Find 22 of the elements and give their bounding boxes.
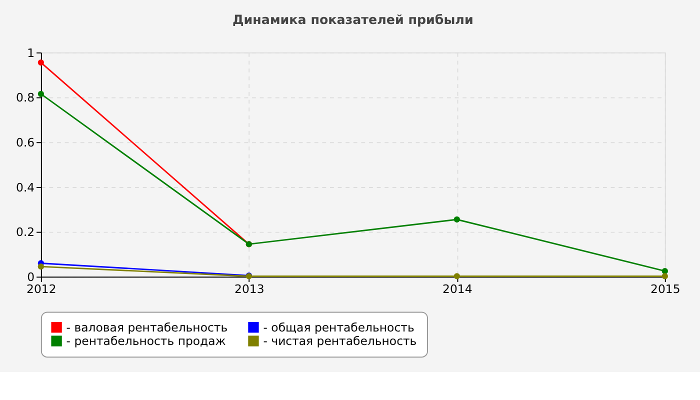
y-tick-label: 0.6 xyxy=(16,136,35,150)
legend-label: - валовая рентабельность xyxy=(66,320,228,334)
x-tick-label: 2012 xyxy=(26,282,56,296)
legend-label: - чистая рентабельность xyxy=(263,334,417,348)
point xyxy=(38,59,44,66)
point xyxy=(662,273,668,280)
point xyxy=(454,273,460,280)
y-tick-label: 0 xyxy=(27,270,35,284)
chart-title: Динамика показателей прибыли xyxy=(232,12,474,28)
legend-label: - рентабельность продаж xyxy=(66,334,226,348)
y-tick-label: 1 xyxy=(27,46,35,60)
legend-label: - общая рентабельность xyxy=(263,320,414,334)
y-tick-label: 0.4 xyxy=(16,180,35,194)
y-tick-label: 0.2 xyxy=(16,225,35,240)
y-tick-label: 0.8 xyxy=(16,90,35,105)
point xyxy=(38,90,44,97)
point xyxy=(38,264,44,270)
point xyxy=(662,268,668,274)
x-tick-label: 2013 xyxy=(234,282,264,296)
x-tick-label: 2014 xyxy=(442,282,472,296)
point xyxy=(454,216,460,223)
x-tick-label: 2015 xyxy=(650,282,680,296)
